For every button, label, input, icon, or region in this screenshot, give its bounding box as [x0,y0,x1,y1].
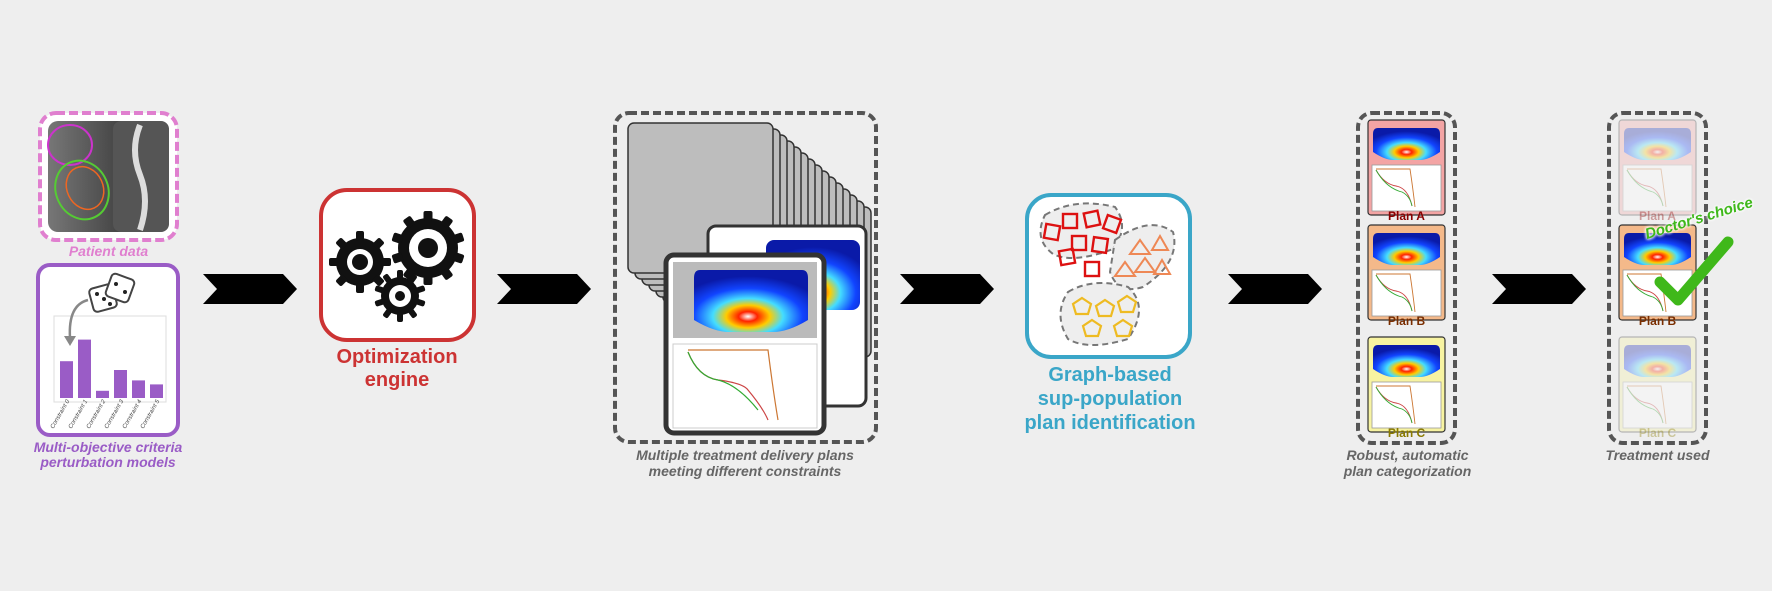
gear-tooth [372,274,384,286]
criteria-bar [60,361,73,398]
gear-tooth [329,258,339,266]
graph-title-2: sup-population [1037,388,1183,410]
flow-arrow-5 [1492,274,1586,304]
treatment-plan-a-label: Plan A [1639,209,1676,223]
gear-tooth [336,274,348,286]
gear-tooth [441,267,453,280]
gear-tooth [383,273,393,285]
optimization-box [319,188,476,342]
gear-tooth [452,232,465,244]
flow-arrow-3 [900,274,994,304]
gear-tooth [374,285,386,294]
graph-title-3: plan identification [1024,412,1196,434]
gear-tooth [407,307,417,319]
gear-tooth [391,232,404,244]
gear-tooth [423,275,433,285]
plans-caption-1: Multiple treatment delivery plans [636,447,854,463]
gear-tooth [372,238,384,250]
dice-icon [88,272,136,313]
category-plan-b-label: Plan B [1387,314,1426,328]
patient-caption: Patient data [68,243,149,259]
flow-arrow-4 [1228,274,1322,304]
gears-icon [329,211,465,322]
gear-tooth [374,298,386,307]
criteria-bar [132,380,145,398]
graph-title-1: Graph-based [1048,364,1172,386]
category-plan-c-label: Plan C [1387,426,1426,440]
flow-arrow-1 [203,274,297,304]
categorization-box [1356,111,1457,445]
plan-thumbnail [1618,336,1697,433]
graph-box [1025,193,1192,359]
engine-title-2: engine [364,369,430,391]
gear-tooth [441,216,453,229]
gear-tooth [452,252,465,264]
gear-tooth [403,216,415,229]
checkmark-icon [1654,236,1734,306]
patient-image [38,111,179,242]
categorization-caption-2: plan categorization [1343,463,1472,479]
gear-tooth [407,273,417,285]
plans-caption-2: meeting different constraints [648,463,842,479]
gear-tooth [414,298,426,307]
plan-thumbnail [1367,119,1446,216]
criteria-bar [96,390,109,398]
gear-tooth [423,211,433,221]
plans-stack-box [613,111,878,444]
criteria-bar [114,370,127,398]
categorization-caption-1: Robust, automatic [1346,447,1469,463]
gear-tooth [391,252,404,264]
gear-tooth [356,231,364,241]
gear-tooth [356,283,364,293]
plan-thumbnail [1367,224,1446,321]
criteria-caption-1: Multi-objective criteria [33,439,183,455]
gear-tooth [397,312,403,322]
gear-tooth [414,285,426,294]
treatment-caption: Treatment used [1605,447,1710,463]
triangle-nodes [1113,233,1172,277]
treatment-plan-b-label: Plan B [1638,314,1677,328]
gear-tooth [397,270,403,280]
criteria-bar [150,384,163,398]
gear-tooth [381,258,391,266]
pentagon-nodes [1071,294,1138,338]
gear-tooth [383,307,393,319]
plan-thumbnail [1618,119,1697,216]
arrow-curve-icon [68,298,89,339]
category-plan-a-label: Plan A [1388,209,1425,223]
flow-arrow-2 [497,274,591,304]
criteria-caption-2: perturbation models [40,454,176,470]
gear-tooth [336,238,348,250]
square-nodes [1042,209,1123,278]
treatment-plan-c-label: Plan C [1638,426,1677,440]
criteria-bar [78,339,91,398]
treatment-box [1607,111,1734,445]
plan-thumbnail [1367,336,1446,433]
engine-title-1: Optimization [336,346,458,368]
